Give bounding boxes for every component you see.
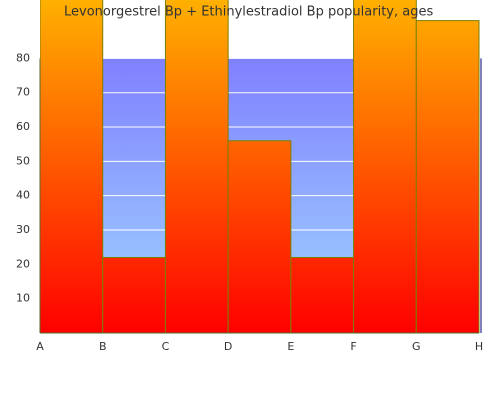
area-step bbox=[353, 0, 417, 333]
x-tick-label: F bbox=[350, 340, 356, 353]
x-tick-label: A bbox=[36, 340, 44, 353]
area-step bbox=[102, 256, 166, 333]
y-tick-label: 40 bbox=[16, 189, 30, 202]
y-tick-label: 60 bbox=[16, 120, 30, 133]
area-step bbox=[164, 0, 229, 333]
x-tick-label: G bbox=[412, 340, 421, 353]
y-tick-label: 50 bbox=[16, 154, 30, 167]
y-tick-label: 30 bbox=[16, 223, 30, 236]
area-step bbox=[40, 0, 104, 333]
x-tick-label: E bbox=[287, 340, 294, 353]
x-tick-label: B bbox=[99, 340, 107, 353]
y-tick-label: 10 bbox=[16, 292, 30, 305]
area-step bbox=[290, 256, 355, 333]
area-step bbox=[415, 20, 480, 333]
x-tick-label: H bbox=[475, 340, 483, 353]
y-tick-label: 70 bbox=[16, 86, 30, 99]
area-step bbox=[227, 140, 292, 333]
x-tick-label: D bbox=[224, 340, 232, 353]
y-tick-label: 80 bbox=[16, 51, 30, 64]
x-tick-label: C bbox=[162, 340, 170, 353]
chart-title: Levonorgestrel Bp + Ethinylestradiol Bp … bbox=[64, 5, 433, 20]
y-tick-label: 20 bbox=[16, 257, 30, 270]
